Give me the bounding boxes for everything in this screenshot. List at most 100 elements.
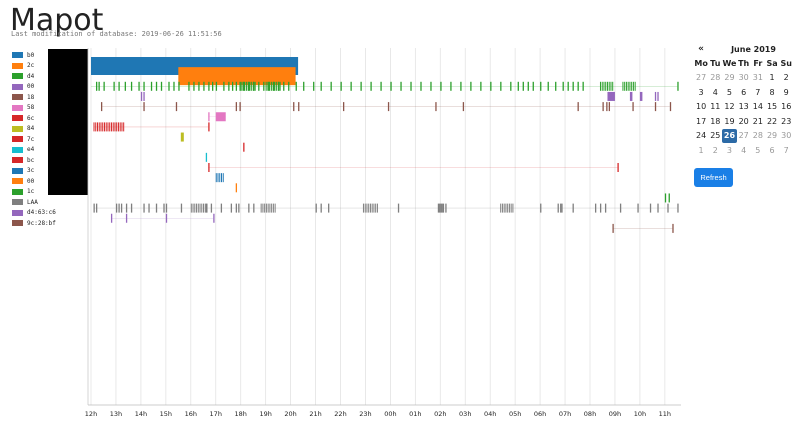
presence-tick xyxy=(130,203,133,213)
x-tick-label: 13h xyxy=(110,410,122,418)
calendar-day[interactable]: 7 xyxy=(783,145,789,155)
presence-tick xyxy=(100,102,103,112)
legend-item[interactable]: 00 xyxy=(12,82,56,93)
legend-item[interactable]: 3c xyxy=(12,166,56,177)
calendar-day[interactable]: 10 xyxy=(696,102,707,112)
presence-tick xyxy=(441,203,443,213)
presence-tick xyxy=(264,203,266,213)
calendar-day[interactable]: 29 xyxy=(766,131,778,141)
presence-tick xyxy=(430,81,432,91)
legend-item[interactable]: d4 xyxy=(12,71,56,82)
calendar-day-selected[interactable]: 26 xyxy=(722,128,737,143)
presence-tick xyxy=(113,81,115,91)
legend-item[interactable]: bc xyxy=(12,155,56,166)
presence-tick xyxy=(532,81,534,91)
calendar-day[interactable]: 28 xyxy=(752,131,763,141)
calendar-day[interactable]: 24 xyxy=(696,131,707,141)
legend-item[interactable]: 1c xyxy=(12,187,56,198)
legend-item[interactable]: 00 xyxy=(12,176,56,187)
page-title: Mapot xyxy=(10,3,104,38)
calendar-day[interactable]: 8 xyxy=(769,87,775,97)
calendar-day[interactable]: 29 xyxy=(724,73,735,83)
calendar-day[interactable]: 5 xyxy=(726,87,733,97)
calendar-day[interactable]: 17 xyxy=(696,116,707,126)
x-tick-label: 15h xyxy=(160,410,172,418)
calendar-day[interactable]: 3 xyxy=(698,87,704,97)
presence-tick xyxy=(555,81,557,91)
calendar-day[interactable]: 12 xyxy=(724,102,735,112)
legend-item[interactable]: 58 xyxy=(12,103,56,114)
calendar-day[interactable]: 20 xyxy=(738,116,749,126)
presence-tick xyxy=(274,81,276,91)
legend-item[interactable]: 9c:28:bf xyxy=(12,218,56,229)
legend-item[interactable]: 6c xyxy=(12,113,56,124)
calendar-day[interactable]: 4 xyxy=(712,87,718,97)
presence-tick xyxy=(501,203,503,213)
presence-tick xyxy=(328,203,330,213)
presence-tick xyxy=(238,203,240,213)
presence-tick xyxy=(278,81,280,91)
presence-tick xyxy=(248,81,250,91)
presence-tick xyxy=(243,81,245,91)
calendar-day[interactable]: 16 xyxy=(781,102,792,112)
calendar-day[interactable]: 22 xyxy=(766,116,778,126)
calendar-day[interactable]: 1 xyxy=(769,73,775,83)
presence-tick xyxy=(267,203,269,213)
calendar-day[interactable]: 21 xyxy=(752,116,763,126)
legend-item[interactable]: 18 xyxy=(12,92,56,103)
calendar-day[interactable]: 14 xyxy=(752,102,763,112)
legend-item[interactable]: b0 xyxy=(12,50,56,61)
legend-item[interactable]: LAA xyxy=(12,197,56,208)
legend-item[interactable]: d4:63:c6 xyxy=(12,208,56,219)
presence-tick xyxy=(657,91,659,101)
presence-tick xyxy=(657,203,659,213)
calendar-day[interactable]: 13 xyxy=(738,102,749,112)
calendar-day[interactable]: 2 xyxy=(783,73,789,83)
legend-swatch xyxy=(12,199,23,206)
calendar-day[interactable]: 6 xyxy=(769,145,775,155)
legend-item[interactable]: e4 xyxy=(12,145,56,156)
presence-tick xyxy=(397,203,400,213)
presence-tick xyxy=(667,203,669,213)
presence-tick xyxy=(215,173,217,183)
calendar-prev-month-button[interactable]: « xyxy=(698,44,704,54)
calendar-day[interactable]: 31 xyxy=(752,73,763,83)
calendar-day[interactable]: 18 xyxy=(710,116,721,126)
calendar-day[interactable]: 30 xyxy=(781,131,792,141)
x-tick-label: 20h xyxy=(284,410,296,418)
presence-tick xyxy=(510,81,512,91)
calendar-day[interactable]: 27 xyxy=(738,131,749,141)
calendar-day[interactable]: 27 xyxy=(696,73,707,83)
calendar-day[interactable]: 30 xyxy=(738,73,749,83)
calendar-day[interactable]: 6 xyxy=(741,87,747,97)
legend-swatch xyxy=(12,157,23,164)
calendar-day[interactable]: 3 xyxy=(726,145,733,155)
refresh-button[interactable]: Refresh xyxy=(694,168,733,187)
presence-tick xyxy=(577,102,579,112)
presence-tick xyxy=(320,81,322,91)
calendar-day[interactable]: 15 xyxy=(766,102,778,112)
calendar-day[interactable]: 9 xyxy=(783,87,789,97)
presence-tick xyxy=(110,213,113,223)
presence-tick xyxy=(582,81,584,91)
legend-label: b0 xyxy=(27,51,35,59)
calendar-day[interactable]: 7 xyxy=(755,87,761,97)
presence-tick xyxy=(601,81,603,91)
calendar-day[interactable]: 4 xyxy=(741,145,747,155)
legend-item[interactable]: 7c xyxy=(12,134,56,145)
calendar-day[interactable]: 19 xyxy=(724,116,735,126)
calendar-day[interactable]: 28 xyxy=(710,73,721,83)
legend-item[interactable]: 84 xyxy=(12,124,56,135)
presence-tick xyxy=(150,81,153,91)
calendar-day[interactable]: 2 xyxy=(712,145,718,155)
legend-item[interactable]: 2c xyxy=(12,61,56,72)
presence-tick xyxy=(208,163,210,172)
presence-tick xyxy=(143,91,145,101)
calendar-day[interactable]: 1 xyxy=(698,145,704,155)
presence-tick xyxy=(510,203,512,213)
calendar-day[interactable]: 11 xyxy=(710,102,721,112)
calendar-day[interactable]: 25 xyxy=(710,131,721,141)
calendar-day[interactable]: 23 xyxy=(781,116,792,126)
presence-tick xyxy=(560,203,562,213)
calendar-day[interactable]: 5 xyxy=(755,145,761,155)
